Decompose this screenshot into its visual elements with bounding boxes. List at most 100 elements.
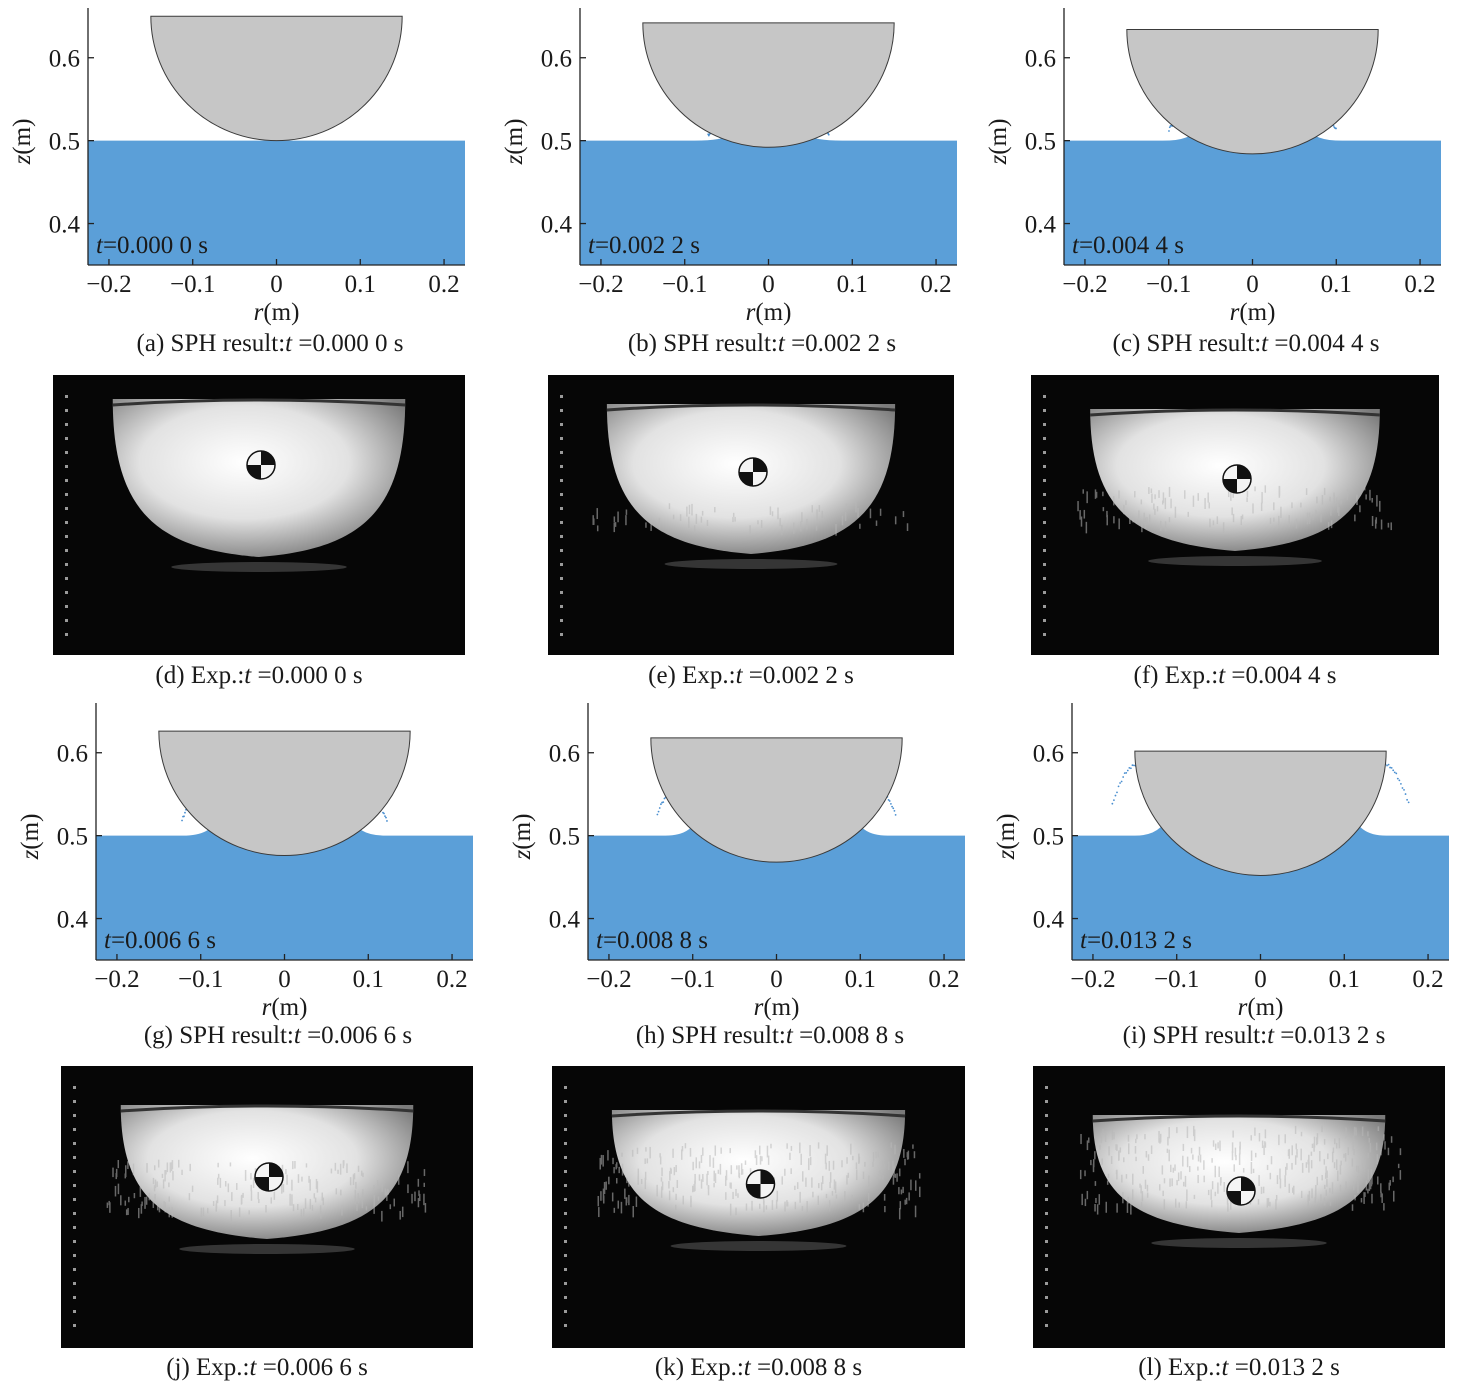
hemisphere-rim: [120, 1104, 414, 1113]
checker-target-icon: [246, 450, 276, 480]
splash-streaks: [1079, 1125, 1402, 1215]
x-tick-label: −0.2: [94, 966, 139, 993]
x-tick-label: 0.2: [428, 271, 459, 298]
sph-plot-h: −0.2 −0.1 0 0.1 0.2 0.6 0.5 0.4 r(m) z(m) t=0.008 …: [509, 703, 965, 1021]
splash-streaks: [597, 1142, 921, 1220]
caption-b-time: =0.002 2 s: [784, 330, 897, 357]
caption-d-prefix: (d) Exp.:: [155, 662, 245, 689]
checker-target-icon: [1226, 1176, 1256, 1206]
caption-f-var: t: [1218, 662, 1226, 689]
time-annotation: t=0.004 4 s: [1072, 232, 1184, 259]
caption-e-var: t: [735, 662, 743, 689]
y-tick-label: 0.6: [549, 741, 580, 768]
x-tick-label: 0.1: [845, 966, 876, 993]
x-tick-label: 0.1: [1329, 966, 1360, 993]
ruler-marks: [1043, 395, 1046, 636]
x-tick-label: −0.1: [1154, 966, 1199, 993]
sphere: [1134, 750, 1387, 876]
caption-f-prefix: (f) Exp.:: [1133, 662, 1219, 689]
exp-photo-k-image: [552, 1066, 965, 1348]
caption-c-var: t: [1261, 330, 1269, 357]
exp-photo-e: [548, 375, 954, 655]
x-tick-label: −0.2: [86, 271, 131, 298]
ruler-marks: [73, 1086, 76, 1327]
x-tick-label: −0.1: [670, 966, 715, 993]
sphere: [650, 737, 903, 863]
caption-a-prefix: (a) SPH result:: [136, 330, 286, 357]
x-tick-label: −0.2: [586, 966, 631, 993]
ruler-marks: [65, 395, 68, 636]
x-axis-label: r(m): [1238, 994, 1284, 1021]
sph-panel-b: −0.2 −0.1 0 0.1 0.2 0.6 0.5 0.4 r(m) z(m) t=0.002 …: [492, 0, 972, 328]
caption-d: (d) Exp.:t =0.000 0 s: [53, 662, 465, 690]
caption-h-time: =0.008 8 s: [792, 1022, 905, 1049]
caption-a: (a) SPH result:t =0.000 0 s: [60, 330, 480, 358]
waterline-reflection: [171, 562, 347, 572]
waterline-reflection: [670, 1241, 847, 1251]
sphere: [158, 730, 411, 856]
y-axis-label: z(m): [9, 119, 36, 166]
water-region: [88, 140, 465, 265]
x-tick-label: 0: [1246, 271, 1259, 298]
sphere: [150, 15, 403, 142]
y-tick-label: 0.4: [1033, 907, 1065, 934]
caption-b: (b) SPH result:t =0.002 2 s: [552, 330, 972, 358]
time-annotation: t=0.000 0 s: [96, 232, 208, 259]
axes: [87, 8, 465, 266]
ruler-marks: [1045, 1086, 1048, 1327]
caption-i-var: t: [1267, 1022, 1275, 1049]
y-tick-label: 0.5: [49, 129, 80, 156]
caption-b-prefix: (b) SPH result:: [627, 330, 778, 357]
waterline-reflection: [1148, 556, 1322, 566]
caption-k: (k) Exp.:t =0.008 8 s: [552, 1354, 965, 1382]
time-annotation: t=0.013 2 s: [1080, 927, 1192, 954]
sphere: [1126, 29, 1379, 155]
x-tick-label: 0.2: [928, 966, 959, 993]
splash-streaks: [106, 1159, 427, 1222]
hemisphere-rim: [112, 398, 406, 407]
axes: [587, 703, 965, 961]
hemisphere-rim: [1090, 408, 1380, 417]
y-tick-label: 0.5: [1033, 824, 1064, 851]
x-tick-label: 0: [1254, 966, 1267, 993]
y-tick-label: 0.5: [57, 824, 88, 851]
x-axis-label: r(m): [746, 299, 792, 326]
sph-panel-a: −0.2 −0.1 0 0.1 0.2 0.6 0.5 0.4 r(m) z(m) t=0.000 …: [0, 0, 480, 328]
y-tick-label: 0.5: [541, 129, 572, 156]
caption-k-time: =0.008 8 s: [750, 1354, 863, 1381]
time-annotation: t=0.006 6 s: [104, 927, 216, 954]
caption-j-time: =0.006 6 s: [256, 1354, 368, 1381]
caption-j-var: t: [249, 1354, 257, 1381]
axes: [95, 703, 473, 961]
y-tick-label: 0.4: [541, 212, 573, 239]
y-tick-label: 0.4: [549, 907, 581, 934]
checker-target-icon: [254, 1162, 284, 1192]
x-tick-label: 0.2: [1412, 966, 1443, 993]
exp-photo-d-image: [53, 375, 465, 655]
x-tick-label: −0.1: [178, 966, 223, 993]
caption-c: (c) SPH result:t =0.004 4 s: [1036, 330, 1456, 358]
caption-g-var: t: [293, 1022, 301, 1049]
x-axis-label: r(m): [262, 994, 308, 1021]
axes: [1063, 8, 1441, 266]
y-tick-label: 0.4: [1025, 212, 1057, 239]
caption-e-time: =0.002 2 s: [742, 662, 854, 689]
y-axis-label: z(m): [993, 814, 1020, 861]
waterline-reflection: [664, 559, 838, 569]
caption-k-var: t: [743, 1354, 751, 1381]
exp-photo-k: [552, 1066, 965, 1348]
y-tick-label: 0.6: [49, 46, 80, 73]
x-tick-label: 0.1: [1321, 271, 1352, 298]
sph-panel-g: −0.2 −0.1 0 0.1 0.2 0.6 0.5 0.4 r(m) z(m) t=0.006 …: [8, 695, 488, 1023]
y-tick-label: 0.6: [541, 46, 572, 73]
checker-target-icon: [745, 1169, 776, 1199]
x-tick-label: −0.1: [662, 271, 707, 298]
exp-photo-f: [1031, 375, 1439, 655]
water-region: [1072, 810, 1449, 960]
water-region: [588, 811, 965, 960]
caption-l-var: t: [1221, 1354, 1229, 1381]
sph-plot-b: −0.2 −0.1 0 0.1 0.2 0.6 0.5 0.4 r(m) z(m) t=0.002 …: [501, 8, 957, 326]
sph-plot-g: −0.2 −0.1 0 0.1 0.2 0.6 0.5 0.4 r(m) z(m) t=0.006 …: [17, 703, 473, 1021]
x-tick-label: 0: [278, 966, 291, 993]
sph-panel-c: −0.2 −0.1 0 0.1 0.2 0.6 0.5 0.4 r(m) z(m) t=0.004 …: [976, 0, 1456, 328]
